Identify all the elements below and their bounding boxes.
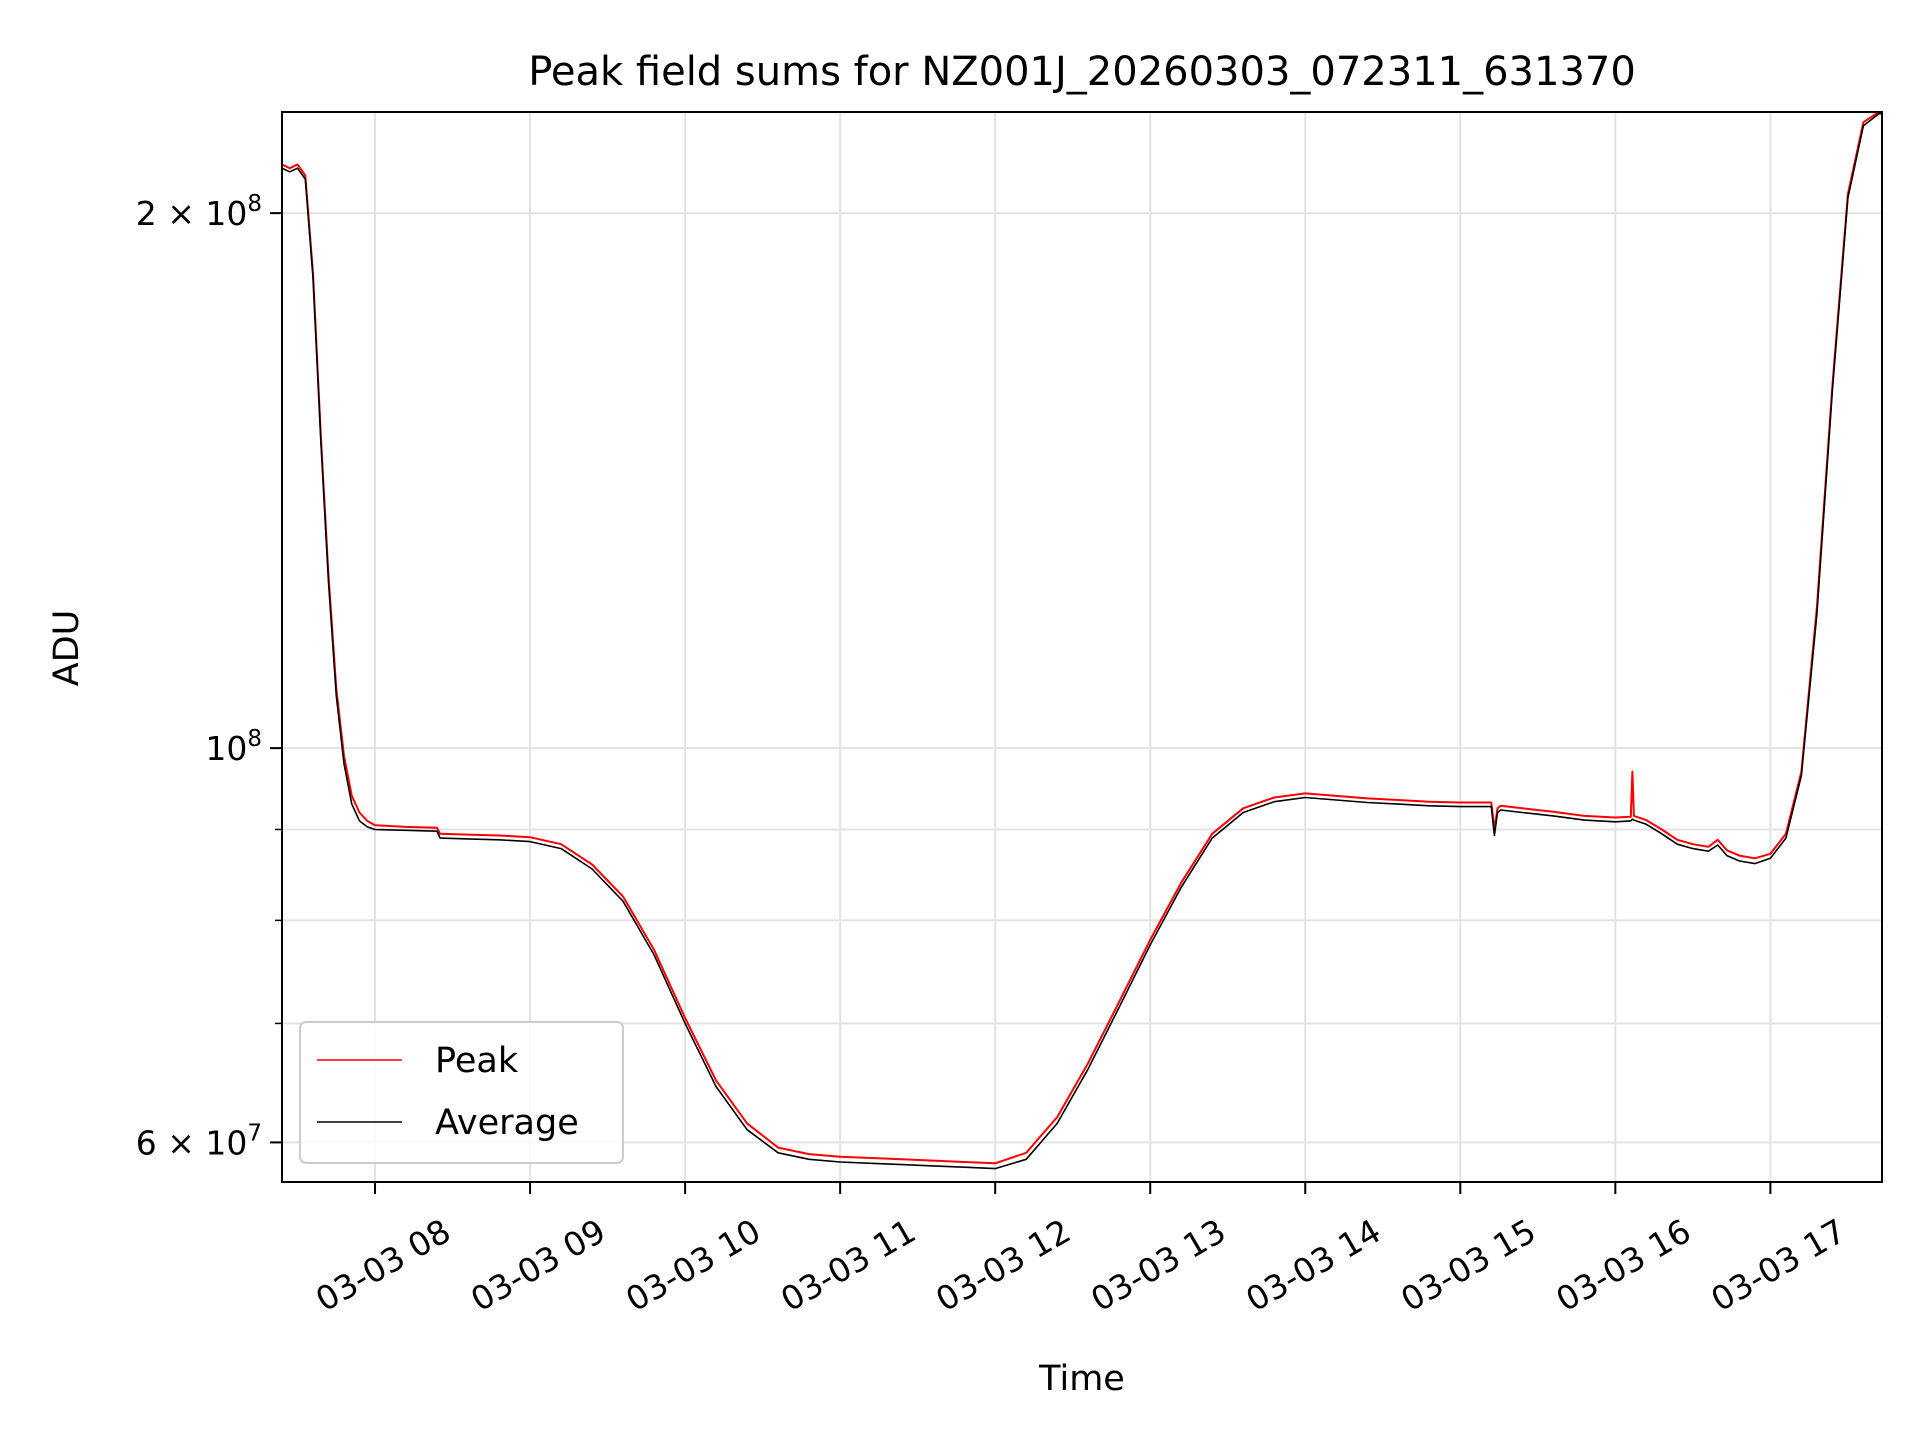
legend-box (299, 1021, 624, 1164)
legend: Peak Average (299, 1021, 624, 1164)
plot-frame (281, 111, 1883, 1183)
chart-title: Peak field sums for NZ001J_20260303_0723… (528, 49, 1636, 95)
y-axis-label: ADU (47, 610, 87, 687)
legend-label-average: Average (435, 1103, 579, 1143)
series-layer (282, 112, 1882, 1170)
legend-label-peak: Peak (435, 1041, 519, 1081)
y-tick-label: 108 (205, 726, 262, 768)
series-line-average (282, 112, 1882, 1170)
y-tick-label: 6 × 107 (136, 1120, 262, 1162)
x-axis-label: Time (1038, 1359, 1125, 1399)
y-axis-ticks: 6 × 107 108 2 × 108 (136, 191, 282, 1162)
series-line-peak (282, 112, 1882, 1165)
y-tick-label: 2 × 108 (136, 191, 262, 233)
